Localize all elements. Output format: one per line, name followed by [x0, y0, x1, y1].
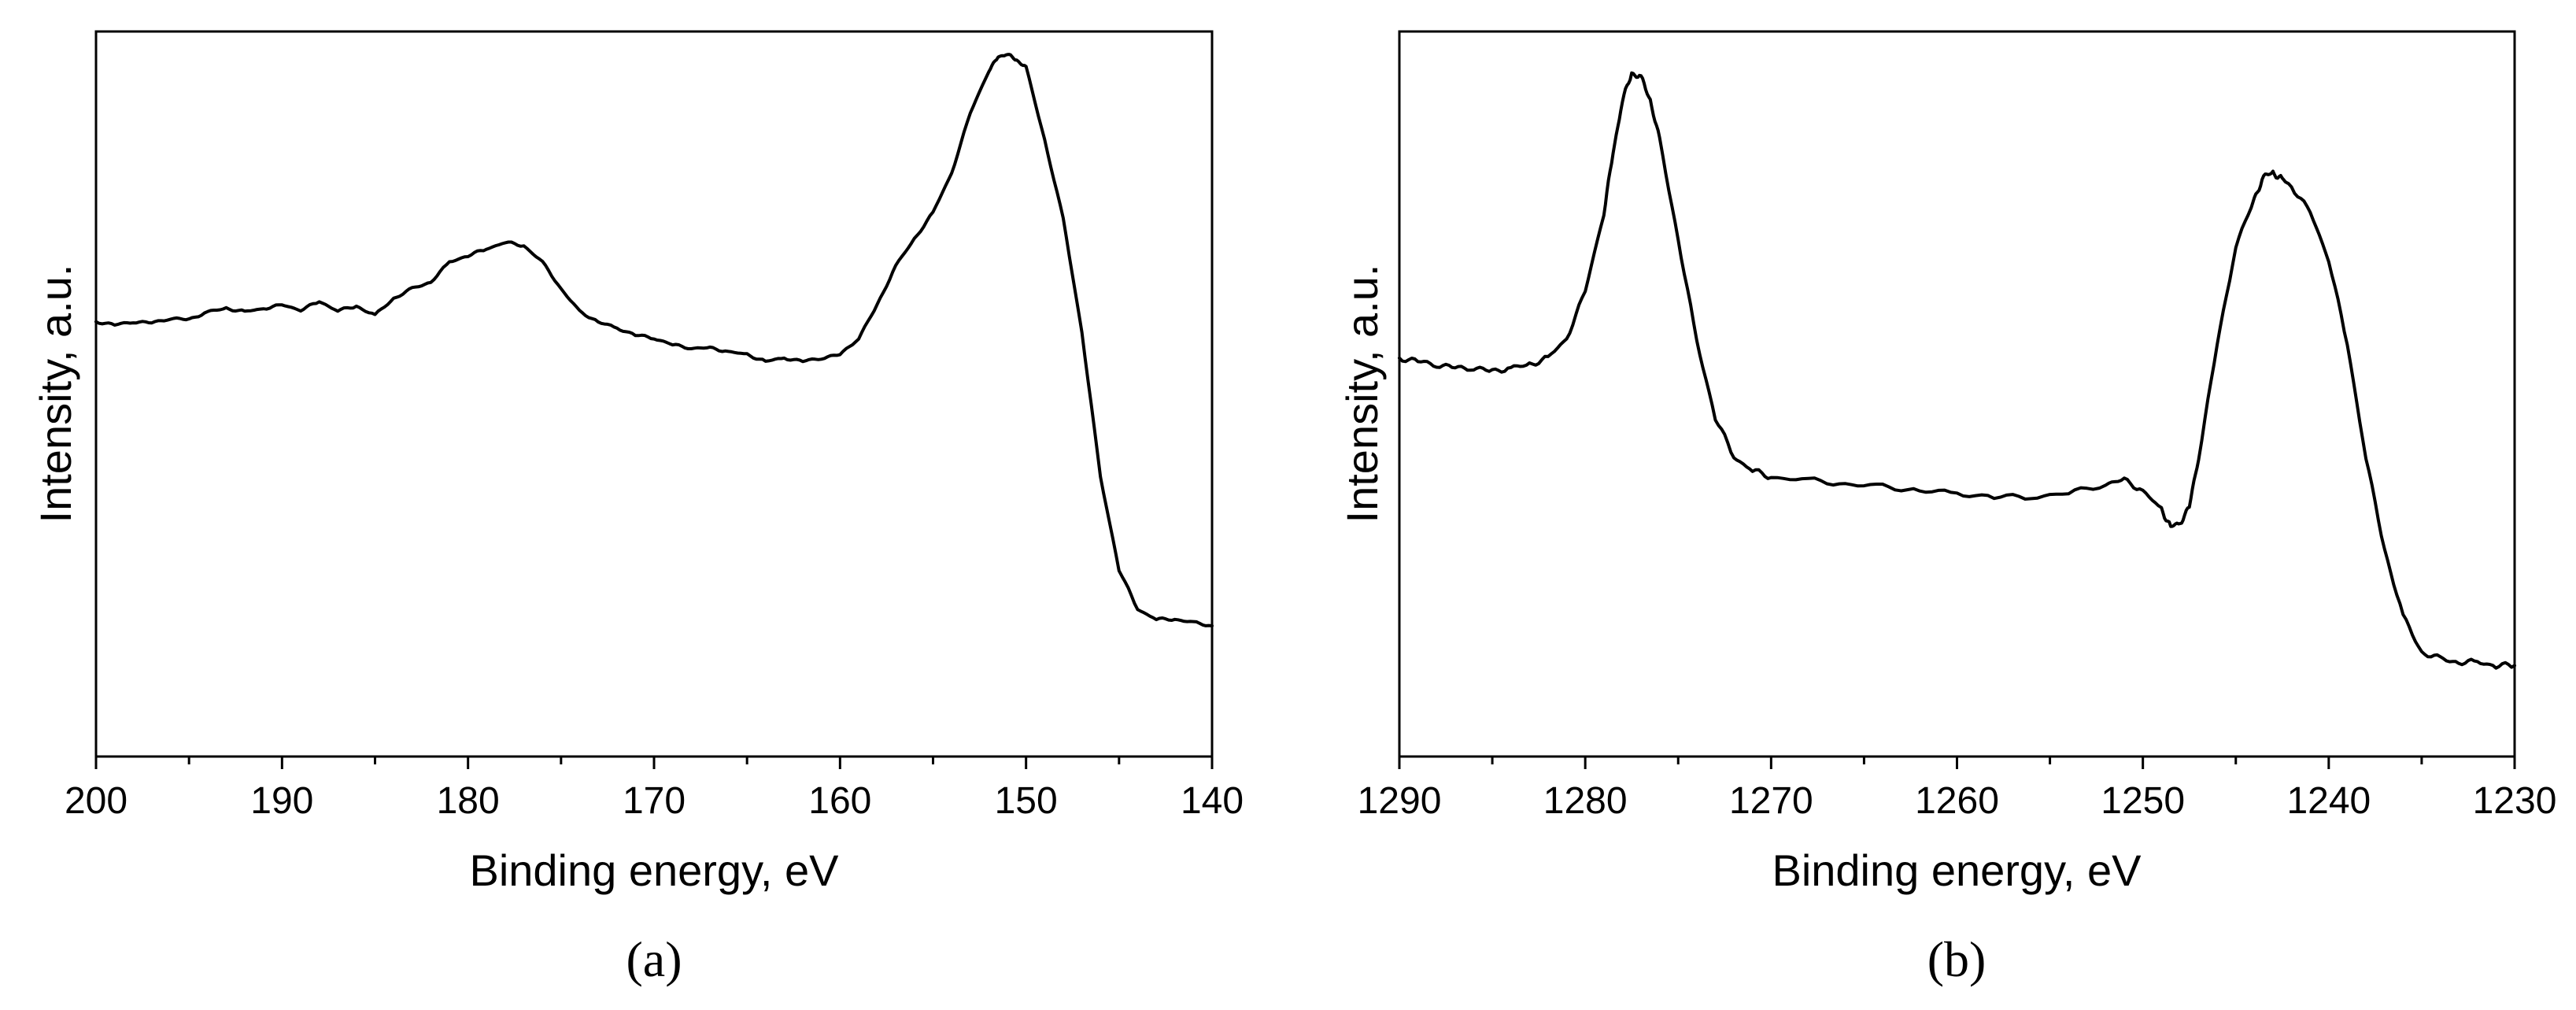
panel-b-x-tick-label: 1280: [1543, 780, 1628, 822]
panel-a-x-tick-label: 190: [250, 780, 313, 822]
panel-a-y-axis-title: Intensity, a.u.: [31, 265, 80, 523]
panel-a-x-tick-label: 170: [623, 780, 686, 822]
panel-b-x-tick-label: 1290: [1358, 780, 1442, 822]
panel-b-x-tick-label: 1240: [2286, 780, 2371, 822]
panel-a-x-tick-label: 160: [808, 780, 871, 822]
panel-b-x-ticks: [1398, 757, 2516, 769]
panel-b-y-axis-title: Intensity, a.u.: [1337, 265, 1387, 523]
panel-a-spectrum-line: [94, 53, 1214, 627]
panel-b-label: (b): [1927, 931, 1987, 987]
panel-b-x-tick-label: 1250: [2101, 780, 2185, 822]
panel-b-x-tick-label: 1270: [1729, 780, 1813, 822]
panel-b-spectrum-line: [1398, 71, 2516, 670]
panel-b-plot-frame: [1398, 30, 2516, 758]
panel-a-x-tick-label: 180: [437, 780, 500, 822]
panel-a-label: (a): [626, 931, 682, 987]
panel-b: 1290 1280 1270 1260 1250 1240 1230 Binding ene…: [1337, 30, 2557, 987]
panel-b-x-tick-label: 1260: [1915, 780, 1999, 822]
panel-a-x-tick-labels: 200 190 180 170 160 150 140: [65, 780, 1244, 822]
panel-a-x-ticks: [94, 757, 1214, 769]
panel-b-x-axis-title: Binding energy, eV: [1772, 845, 2142, 895]
panel-a-x-tick-label: 150: [995, 780, 1058, 822]
panel-a-x-axis-title: Binding energy, eV: [469, 845, 839, 895]
panel-a-x-tick-label: 200: [65, 780, 128, 822]
panel-b-x-tick-label: 1230: [2473, 780, 2557, 822]
panel-a: 200 190 180 170 160 150 140 Binding energy, eV…: [31, 30, 1244, 987]
panel-b-x-tick-labels: 1290 1280 1270 1260 1250 1240 1230: [1358, 780, 2557, 822]
panel-a-x-tick-label: 140: [1181, 780, 1244, 822]
